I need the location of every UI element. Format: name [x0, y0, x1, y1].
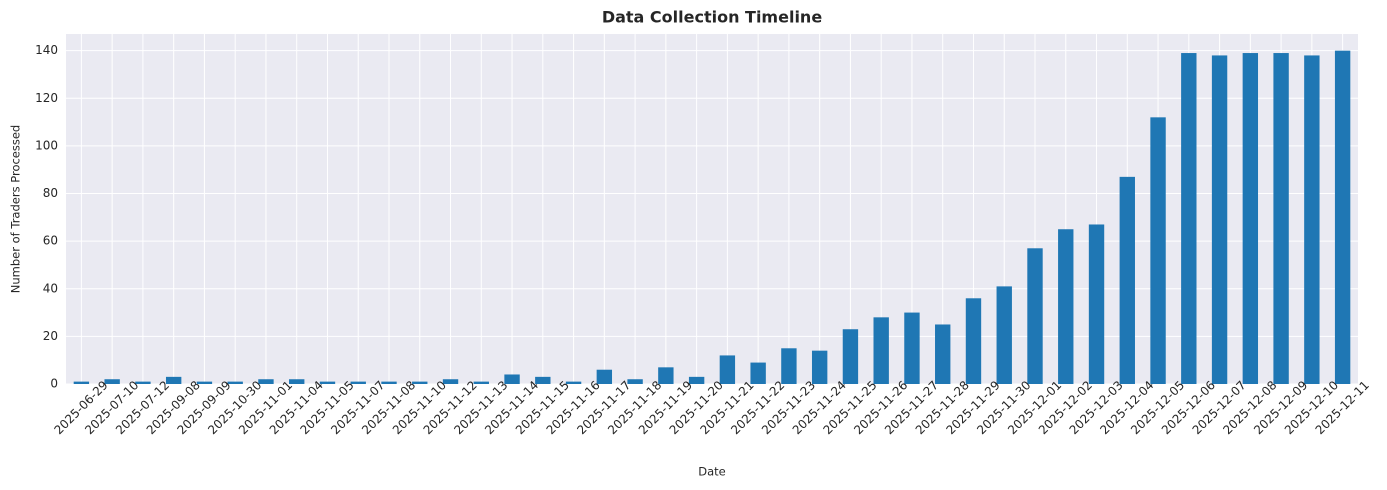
bar — [719, 355, 736, 384]
bar — [1027, 248, 1043, 384]
bar — [1181, 53, 1197, 385]
bar — [1273, 53, 1289, 385]
chart-title: Data Collection Timeline — [602, 8, 823, 27]
bar — [781, 348, 797, 384]
plot-area — [66, 34, 1358, 384]
bar — [504, 374, 520, 384]
bar — [381, 381, 397, 384]
bar — [104, 379, 120, 384]
bar — [319, 381, 336, 384]
bar — [350, 381, 366, 384]
bar — [1088, 224, 1105, 384]
bar — [73, 381, 90, 384]
bar — [258, 379, 274, 384]
y-tick-label: 40 — [43, 281, 58, 295]
bar — [289, 379, 305, 384]
bar — [627, 379, 643, 384]
bar — [904, 312, 920, 384]
bar — [165, 376, 182, 384]
bar — [135, 381, 151, 384]
bar — [1304, 55, 1320, 385]
bar — [658, 367, 674, 384]
bar — [935, 324, 951, 384]
bar — [1242, 53, 1259, 385]
y-tick-label: 20 — [43, 329, 58, 343]
bar — [535, 376, 551, 384]
bar — [1150, 117, 1166, 384]
y-tick-label: 100 — [35, 138, 58, 152]
bar — [196, 381, 213, 384]
bar — [1119, 176, 1135, 384]
y-tick-label: 140 — [35, 43, 58, 57]
y-tick-label: 0 — [50, 377, 58, 391]
bar — [842, 329, 859, 384]
bar — [965, 298, 982, 384]
bar — [1058, 229, 1074, 384]
bar — [412, 381, 428, 384]
y-axis-label: Number of Traders Processed — [9, 125, 23, 293]
y-tick-label: 80 — [43, 186, 58, 200]
bar — [596, 369, 613, 384]
y-tick-label: 60 — [43, 234, 58, 248]
bar — [1211, 55, 1228, 385]
x-axis-label: Date — [698, 465, 726, 479]
bar — [565, 381, 582, 384]
bar — [1334, 50, 1351, 385]
y-tick-label: 120 — [35, 91, 58, 105]
bar — [811, 350, 828, 384]
bar — [750, 362, 766, 384]
bar — [442, 379, 459, 384]
bar — [996, 286, 1012, 384]
bar — [873, 317, 889, 384]
bar — [688, 376, 705, 384]
bar — [473, 381, 489, 384]
bar — [227, 381, 243, 384]
